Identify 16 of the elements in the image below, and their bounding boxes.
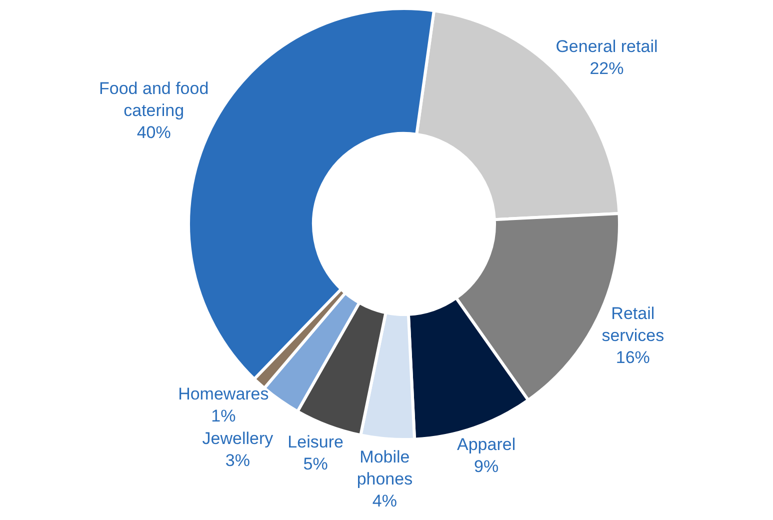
data-label: 40% bbox=[136, 123, 171, 142]
data-label: 22% bbox=[590, 59, 624, 78]
data-label: 9% bbox=[474, 456, 499, 476]
data-label: 4% bbox=[372, 491, 398, 510]
slice-label: Retail services bbox=[602, 304, 664, 346]
data-label: 5% bbox=[303, 454, 328, 474]
slice-label: General retail bbox=[556, 37, 658, 56]
data-label: 16% bbox=[616, 348, 650, 368]
data-label: 3% bbox=[225, 451, 250, 470]
slice-label: Food and food catering bbox=[99, 79, 209, 120]
slice-label: Apparel bbox=[457, 434, 516, 454]
slice-label: Homewares bbox=[178, 384, 269, 404]
slice-label: Jewellery bbox=[202, 429, 274, 448]
data-label: 1% bbox=[211, 406, 236, 426]
slice-label: Leisure bbox=[288, 432, 344, 452]
slice-label: Mobile phones bbox=[356, 447, 413, 488]
